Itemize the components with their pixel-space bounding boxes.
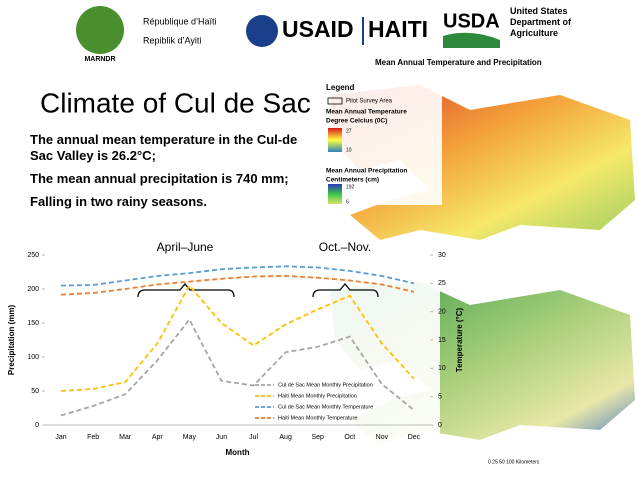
legend-text: Degree Celcius (0C): [326, 118, 387, 125]
bullets: The annual mean temperature in the Cul-d…: [30, 132, 300, 217]
x-tick-label: Dec: [408, 434, 421, 441]
y2-tick-label: 10: [438, 365, 446, 372]
legend-label: Cul de Sac Mean Monthly Temperature: [278, 404, 373, 410]
series-line: [60, 317, 415, 417]
y2-tick-label: 0: [438, 422, 442, 429]
y-axis-label: Precipitation (mm): [7, 305, 16, 376]
series-line: [60, 275, 415, 296]
legend-text: Pilot Survey Area: [346, 99, 393, 105]
x-tick-label: May: [183, 434, 197, 441]
legend-text: 192: [346, 184, 355, 190]
map-title: Mean Annual Temperature and Precipitatio…: [375, 58, 542, 67]
legend-text: Legend: [326, 83, 355, 92]
y2-axis-label: Temperature (°C): [455, 307, 464, 372]
usda-mark: [443, 32, 500, 48]
divider: [362, 17, 364, 45]
y2-tick-label: 5: [438, 394, 442, 401]
haiti: HAITI: [368, 16, 428, 42]
bullet: Falling in two rainy seasons.: [30, 194, 207, 209]
annotation: Oct.–Nov.: [319, 240, 371, 254]
x-tick-label: Jun: [216, 434, 227, 441]
legend-label: Haiti Mean Monthly Temperature: [278, 415, 357, 421]
y-tick-label: 150: [27, 320, 39, 327]
logo-text: MARNDR: [84, 56, 115, 63]
series-line: [60, 284, 415, 392]
chart: 0 50 100 150 200 250 0 5 10 15 20 25 30 Jan Feb Mar Apr M…: [7, 240, 464, 457]
usaid: USAID: [282, 16, 354, 42]
legend-text: 10: [346, 147, 352, 153]
bracket: [137, 282, 235, 298]
usda-name: United States Department of Agriculture: [510, 6, 572, 38]
usda: USDA: [443, 10, 500, 32]
logo: [76, 6, 124, 54]
bullet: The mean annual precipitation is 740 mm;: [30, 171, 289, 186]
x-tick-label: Feb: [87, 434, 99, 441]
x-tick-label: Nov: [376, 434, 389, 441]
x-tick-label: Aug: [279, 434, 292, 441]
legend-box: [327, 97, 343, 105]
legend-text: Centimeters (cm): [326, 177, 379, 184]
gov-line: Repiblik d’Ayiti: [143, 35, 201, 45]
bracket: [312, 282, 379, 298]
x-tick-label: Oct: [344, 434, 355, 441]
x-axis-label: Month: [226, 448, 250, 457]
x-tick-label: Sep: [311, 434, 324, 441]
legend-text: Mean Annual Temperature: [326, 109, 407, 116]
y2-tick-label: 25: [438, 280, 446, 287]
y-tick-label: 250: [27, 252, 39, 259]
annotation: April–June: [157, 240, 214, 254]
y-tick-label: 50: [31, 388, 39, 395]
x-tick-label: Mar: [119, 434, 132, 441]
series-line: [61, 265, 415, 287]
x-tick-label: Jan: [55, 434, 66, 441]
x-tick-label: Jul: [249, 434, 258, 441]
legend-text: 27: [346, 128, 352, 134]
legend-label: Haiti Mean Monthly Precipitation: [278, 393, 357, 399]
y-tick-label: 0: [35, 422, 39, 429]
y2-tick-label: 15: [438, 337, 446, 344]
y2-tick-label: 30: [438, 252, 446, 259]
legend-text: 6: [346, 199, 349, 205]
legend-ramp: [328, 184, 342, 204]
slide-title: Climate of Cul de Sac: [40, 87, 311, 118]
chart-bg: [0, 240, 440, 465]
x-tick-label: Apr: [152, 434, 164, 441]
scale-text: 0 25 50 100 Kilometers: [488, 459, 540, 465]
usaid-seal: [246, 15, 278, 47]
bullet: The annual mean temperature in the Cul-d…: [30, 132, 298, 163]
gov-line: République d’Haïti: [143, 16, 217, 26]
legend-text: Mean Annual Precipitation: [326, 168, 407, 175]
y-tick-label: 100: [27, 354, 39, 361]
legend-ramp: [328, 128, 342, 152]
y-tick-label: 200: [27, 286, 39, 293]
y2-tick-label: 20: [438, 309, 446, 316]
legend-label: Cul de Sac Mean Monthly Precipitation: [278, 382, 373, 388]
